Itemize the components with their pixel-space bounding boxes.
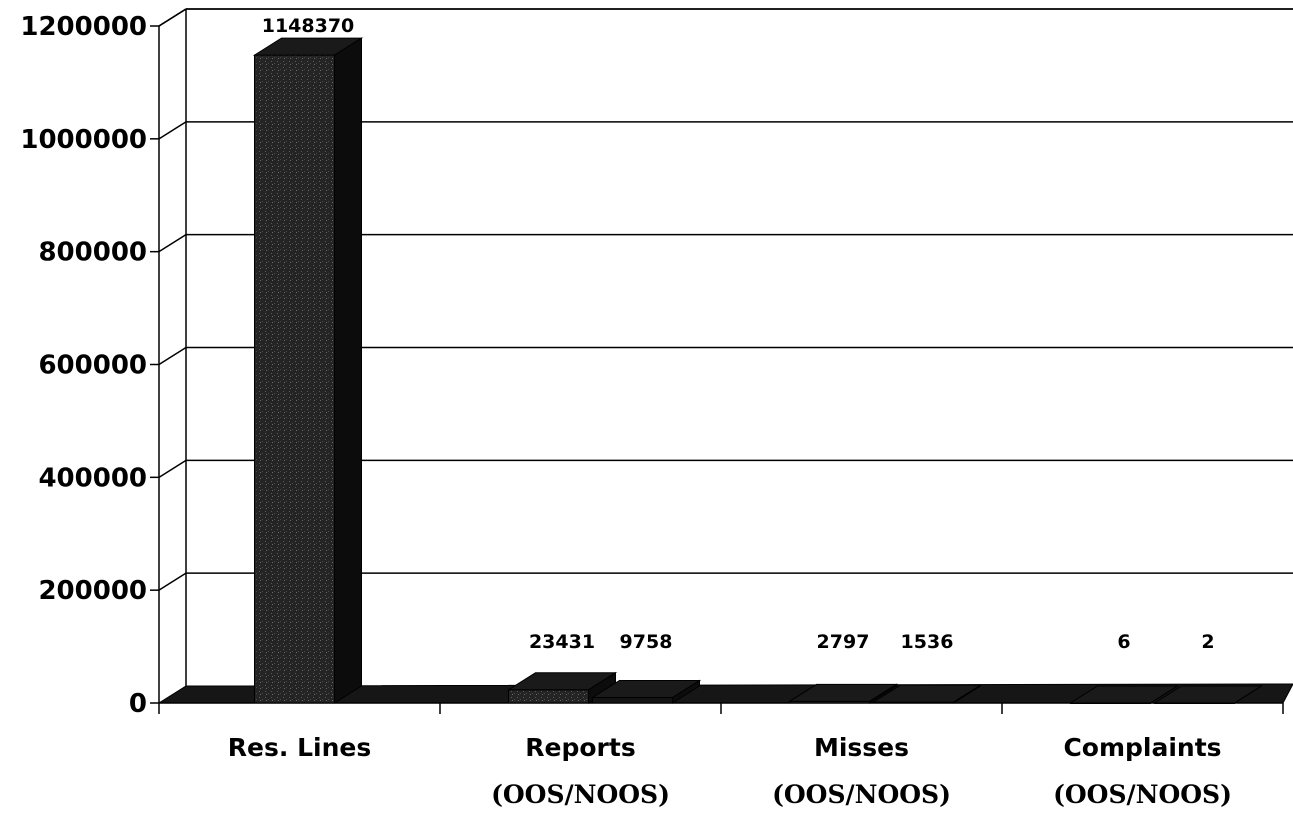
gridline-side	[158, 459, 187, 478]
y-tick-label: 200000	[38, 576, 147, 606]
gridline-side	[158, 8, 187, 27]
y-axis-ticks: 0 200000 400000 600000 800000 1000000 1200000	[20, 12, 159, 719]
bar	[508, 689, 589, 704]
bar-side	[1234, 685, 1262, 704]
data-label: 23431	[529, 631, 595, 653]
bar	[592, 696, 673, 704]
y-tick-label: 400000	[38, 463, 147, 493]
data-label: 2	[1201, 631, 1214, 653]
x-category-sublabel: (OOS/NOOS)	[1053, 780, 1232, 809]
data-label: 1536	[901, 631, 954, 653]
gridline-side	[158, 121, 187, 140]
gridline-side	[158, 572, 187, 591]
data-label: 9758	[620, 631, 673, 653]
bar	[254, 54, 335, 704]
data-label: 1148370	[262, 15, 355, 37]
x-category-label: Res. Lines	[228, 733, 371, 762]
x-category-label: Complaints	[1063, 733, 1221, 762]
bar-side	[1150, 685, 1178, 704]
y-tick-label: 0	[129, 689, 147, 719]
x-category-label: Reports	[525, 733, 635, 762]
x-category-sublabel: (OOS/NOOS)	[491, 780, 670, 809]
bar-side	[672, 679, 700, 704]
gridlines	[158, 8, 1293, 591]
y-tick-label: 1000000	[20, 125, 147, 155]
data-labels: 1148370 23431 9758 2797 1536 6 2	[262, 15, 1215, 653]
y-tick-label: 1200000	[20, 12, 147, 42]
bar-side	[953, 684, 981, 704]
bar-side	[334, 37, 362, 704]
x-category-label: Misses	[814, 733, 909, 762]
gridline-side	[158, 234, 187, 253]
bars	[252, 37, 1264, 704]
bar-side	[869, 683, 897, 704]
x-axis-labels: Res. Lines Reports (OOS/NOOS) Misses (OOS/NO…	[228, 733, 1232, 809]
x-category-sublabel: (OOS/NOOS)	[772, 780, 951, 809]
gridline-side	[158, 346, 187, 366]
y-tick-label: 800000	[38, 238, 147, 268]
data-label: 6	[1117, 631, 1130, 653]
data-label: 2797	[817, 631, 870, 653]
y-tick-label: 600000	[38, 351, 147, 381]
